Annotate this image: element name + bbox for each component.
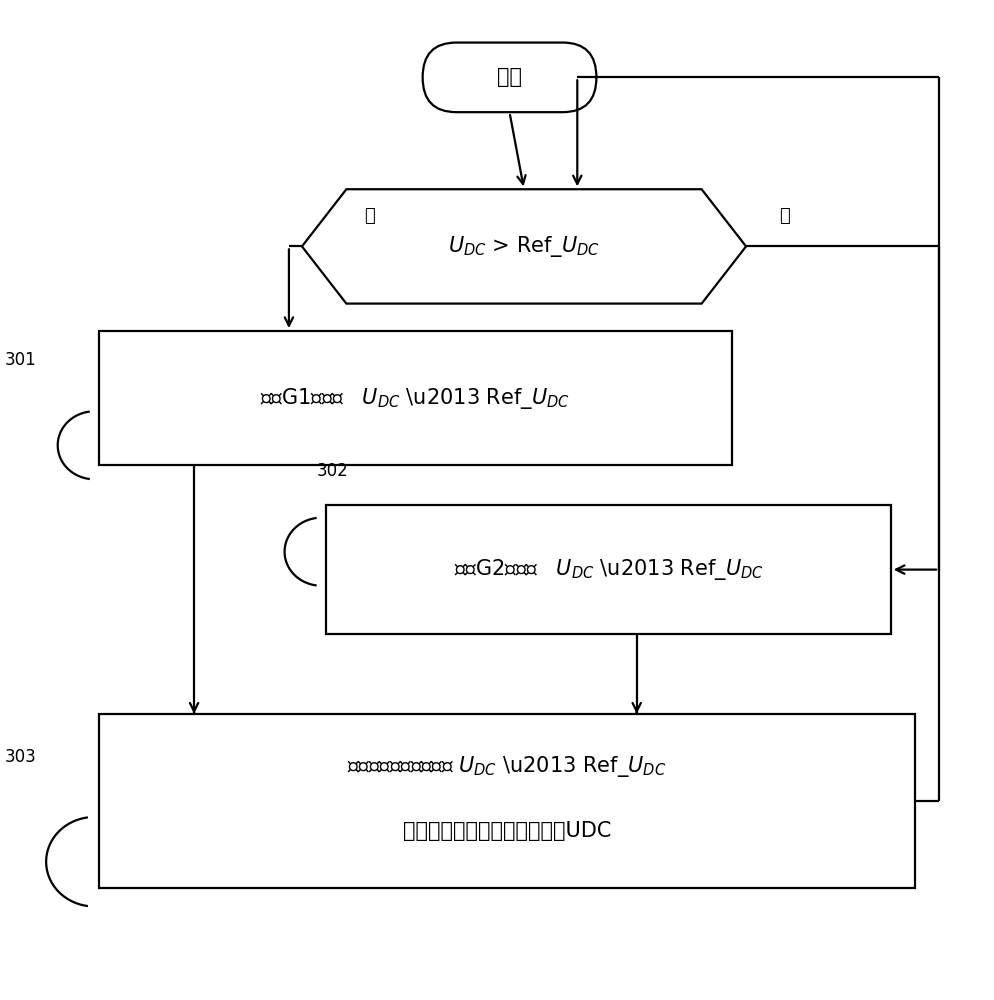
Text: 303: 303 (5, 748, 37, 766)
Bar (326, 505, 890, 634)
Text: 使用G1来加权   $U_{DC}$ \u2013 Ref_$U_{DC}$: 使用G1来加权 $U_{DC}$ \u2013 Ref_$U_{DC}$ (260, 386, 570, 411)
Bar (99, 714, 914, 888)
Text: 是: 是 (364, 207, 375, 225)
FancyBboxPatch shape (422, 43, 595, 112)
Text: 否: 否 (778, 207, 789, 225)
Bar (99, 331, 731, 465)
Text: 301: 301 (5, 351, 37, 369)
Polygon shape (301, 189, 746, 304)
Text: 开始: 开始 (497, 67, 522, 87)
Text: 来控制电功率转换器级来调节UDC: 来控制电功率转换器级来调节UDC (403, 821, 610, 841)
Text: 使用G2来加权   $U_{DC}$ \u2013 Ref_$U_{DC}$: 使用G2来加权 $U_{DC}$ \u2013 Ref_$U_{DC}$ (453, 557, 762, 582)
Text: $U_{DC}$ > Ref_$U_{DC}$: $U_{DC}$ > Ref_$U_{DC}$ (447, 234, 599, 259)
Text: 至少部分地基于加权的 $U_{DC}$ \u2013 Ref_$U_{DC}$: 至少部分地基于加权的 $U_{DC}$ \u2013 Ref_$U_{DC}$ (347, 754, 666, 779)
Text: 302: 302 (316, 462, 348, 480)
